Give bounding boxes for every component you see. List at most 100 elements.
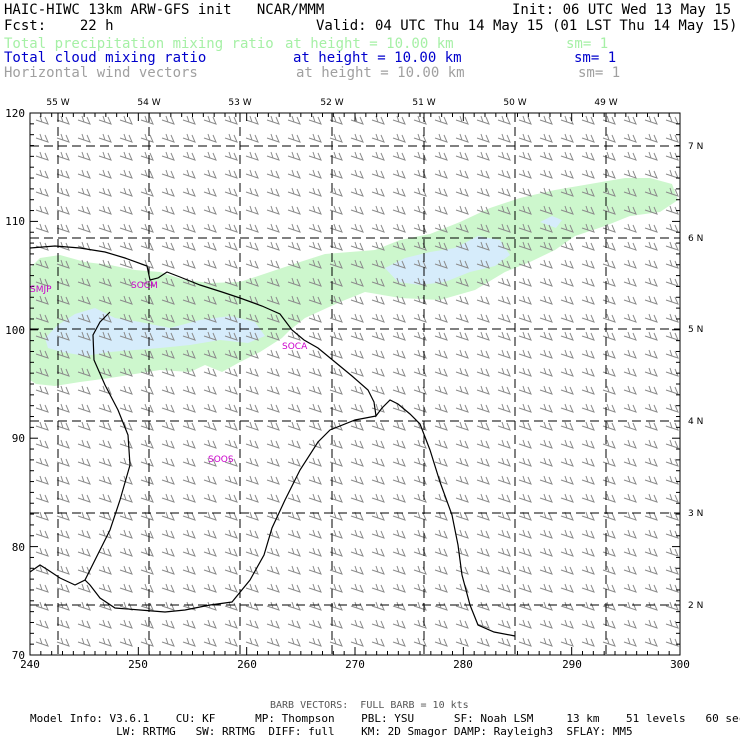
wind-barb [455,511,469,521]
wind-barb [56,133,70,143]
wind-barb [77,313,91,323]
wind-barb [518,493,532,503]
lat-label: 2 N [688,601,703,611]
wind-barb [350,619,364,629]
wind-barb [560,331,574,341]
wind-barb [434,385,448,395]
wind-barb [224,367,238,377]
wind-barb [224,151,238,161]
wind-barb [182,529,196,539]
wind-barb [350,439,364,449]
wind-barb [623,187,637,197]
wind-barb [539,475,553,485]
wind-barb [77,529,91,539]
wind-barb [392,619,406,629]
wind-barb [539,331,553,341]
wind-barb [371,475,385,485]
wind-barb [434,241,448,251]
wind-barb [644,583,658,593]
wind-barb [77,367,91,377]
wind-barb [182,187,196,197]
wind-barb [224,637,238,647]
wind-barb [539,403,553,413]
wind-barb [329,313,343,323]
wind-barb [392,241,406,251]
wind-barb [329,349,343,359]
wind-barb [182,637,196,647]
wind-barb [560,619,574,629]
wind-barb [497,565,511,575]
wind-barb [602,277,616,287]
wind-barb [245,619,259,629]
wind-barb [266,349,280,359]
wind-barb [497,403,511,413]
lon-label: 49 W [594,98,617,108]
wind-barb [560,349,574,359]
wind-barb [371,547,385,557]
wind-barb [392,259,406,269]
wind-barb [539,637,553,647]
x-tick-label: 270 [345,658,365,671]
wind-barb [287,367,301,377]
wind-barb [266,367,280,377]
wind-barb [329,511,343,521]
wind-barb [161,277,175,287]
wind-barb [665,565,679,575]
wind-barb [182,151,196,161]
wind-barb [119,547,133,557]
wind-barb [539,241,553,251]
lon-label: 55 W [46,98,69,108]
wind-barb [518,295,532,305]
wind-barb [518,565,532,575]
wind-barb [665,241,679,251]
wind-barb [245,115,259,125]
wind-barb [182,259,196,269]
wind-barb [119,403,133,413]
wind-barb [161,475,175,485]
wind-barb [644,529,658,539]
wind-barb [371,385,385,395]
x-tick-labels: 240 250 260 270 280 290 300 [20,658,690,671]
wind-barb [119,583,133,593]
wind-barb [602,241,616,251]
wind-barb [287,331,301,341]
wind-barb [623,439,637,449]
wind-barb [329,421,343,431]
wind-barb [392,457,406,467]
wind-barb [182,169,196,179]
wind-barb [308,367,322,377]
wind-barb [434,637,448,647]
wind-barb [539,295,553,305]
wind-barb [413,259,427,269]
wind-barb [98,439,112,449]
wind-barb [581,331,595,341]
wind-barb [35,457,49,467]
wind-barb [350,457,364,467]
wind-barb [56,637,70,647]
wind-barb [56,223,70,233]
wind-barb [623,151,637,161]
wind-barb [644,601,658,611]
wind-barb [329,367,343,377]
wind-barb [245,133,259,143]
wind-barb [644,421,658,431]
wind-barb [224,529,238,539]
wind-barb [497,349,511,359]
wind-barb [266,601,280,611]
wind-barb [245,223,259,233]
wind-barb [287,187,301,197]
wind-barb [140,223,154,233]
wind-barb [308,349,322,359]
wind-barb [581,259,595,269]
wind-barb [392,475,406,485]
wind-barb [518,115,532,125]
wind-barb [182,457,196,467]
wind-barb [266,475,280,485]
wind-barb [476,457,490,467]
wind-barb [287,457,301,467]
wind-barb [518,205,532,215]
wind-barb [56,403,70,413]
wind-barb [161,529,175,539]
wind-barb [266,277,280,287]
wind-barb [140,133,154,143]
